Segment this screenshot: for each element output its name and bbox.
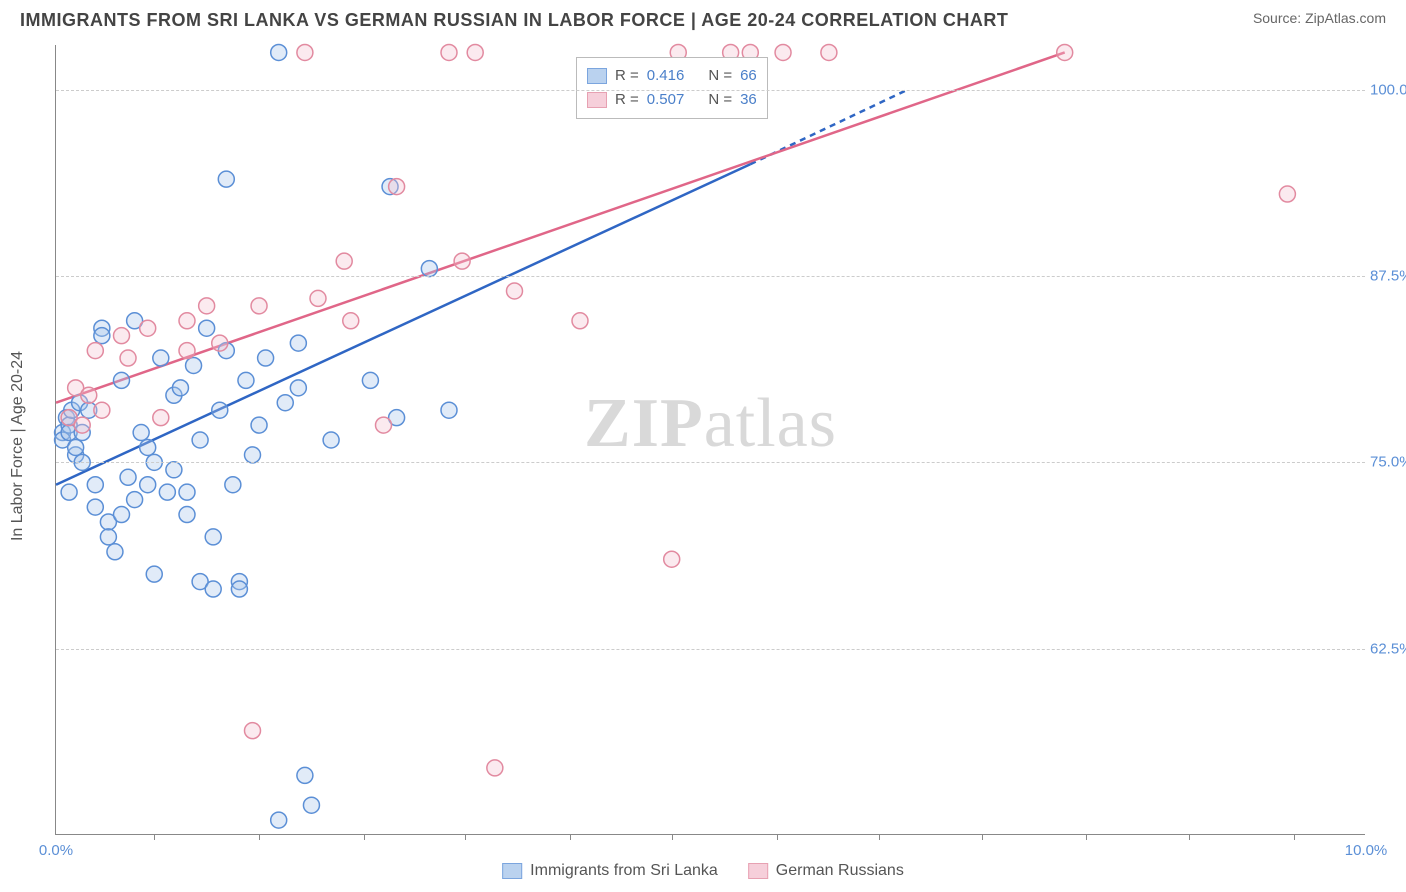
xtick-mark — [1189, 834, 1190, 840]
n-value: 36 — [740, 88, 757, 112]
legend-swatch — [587, 68, 607, 84]
scatter-svg — [56, 45, 1365, 834]
ytick-label: 75.0% — [1370, 454, 1406, 471]
source-value: ZipAtlas.com — [1305, 10, 1386, 26]
correlation-legend: R = 0.416 N = 66 R = 0.507 N = 36 — [576, 57, 768, 119]
xtick-mark — [259, 834, 260, 840]
gridline — [56, 90, 1365, 91]
series-name: Immigrants from Sri Lanka — [530, 858, 718, 884]
legend-swatch — [748, 863, 768, 879]
xtick-mark — [1294, 834, 1295, 840]
xtick-mark — [982, 834, 983, 840]
n-label: N = — [708, 64, 732, 88]
n-value: 66 — [740, 64, 757, 88]
y-axis-label: In Labor Force | Age 20-24 — [9, 351, 27, 541]
plot-area: ZIPatlas R =0.416N =66R =0.507N =36 62.5… — [55, 45, 1365, 835]
legend-row: R = 0.507 N = 36 — [587, 88, 757, 112]
xtick-mark — [570, 834, 571, 840]
r-value: 0.507 — [647, 88, 685, 112]
series-legend-item: Immigrants from Sri Lanka — [502, 858, 718, 884]
source-label: Source: — [1253, 10, 1301, 26]
xtick-mark — [777, 834, 778, 840]
xtick-mark — [672, 834, 673, 840]
gridline — [56, 462, 1365, 463]
n-label: N = — [708, 88, 732, 112]
xtick-mark — [465, 834, 466, 840]
legend-swatch — [587, 92, 607, 108]
ytick-label: 100.0% — [1370, 81, 1406, 98]
xtick-mark — [364, 834, 365, 840]
r-label: R = — [615, 88, 639, 112]
xtick-mark — [879, 834, 880, 840]
ytick-label: 62.5% — [1370, 640, 1406, 657]
source-attribution: Source: ZipAtlas.com — [1253, 10, 1386, 26]
series-legend-item: German Russians — [748, 858, 904, 884]
xtick-label: 10.0% — [1345, 842, 1388, 859]
legend-row: R = 0.416 N = 66 — [587, 64, 757, 88]
r-label: R = — [615, 64, 639, 88]
legend-swatch — [502, 863, 522, 879]
series-legend: Immigrants from Sri Lanka German Russians — [502, 858, 904, 884]
xtick-mark — [154, 834, 155, 840]
gridline — [56, 276, 1365, 277]
xtick-label: 0.0% — [39, 842, 73, 859]
series-name: German Russians — [776, 858, 904, 884]
chart-title: IMMIGRANTS FROM SRI LANKA VS GERMAN RUSS… — [20, 10, 1008, 31]
header: IMMIGRANTS FROM SRI LANKA VS GERMAN RUSS… — [0, 0, 1406, 31]
r-value: 0.416 — [647, 64, 685, 88]
ytick-label: 87.5% — [1370, 268, 1406, 285]
gridline — [56, 649, 1365, 650]
xtick-mark — [1086, 834, 1087, 840]
